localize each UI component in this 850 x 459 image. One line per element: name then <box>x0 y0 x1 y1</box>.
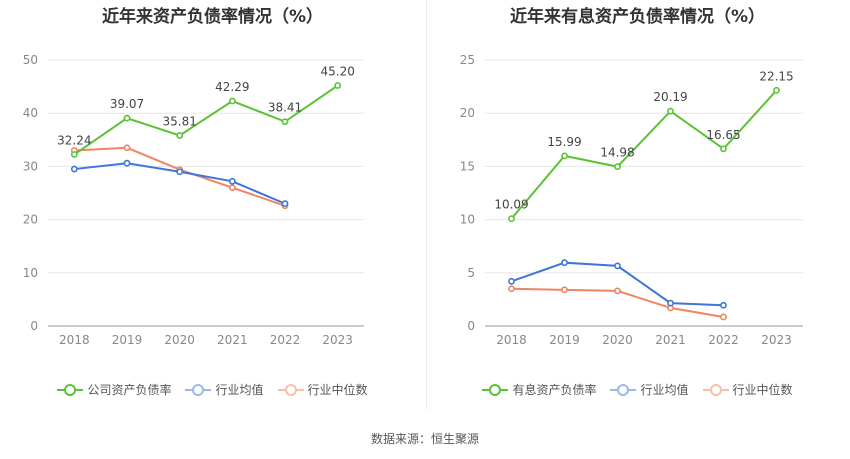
legend-label: 行业中位数 <box>732 383 793 397</box>
data-point <box>614 163 621 171</box>
y-tick-label: 0 <box>467 319 475 333</box>
chart-panel-debt-ratio: 近年来资产负债率情况（%） 0 10 20 30 40 50 2018 2019 2020 202… <box>0 0 425 420</box>
data-label: 15.99 <box>547 135 581 149</box>
x-tick-label: 2019 <box>112 333 143 347</box>
data-source-note: 数据来源：恒生聚源 <box>370 432 479 446</box>
y-tick-label: 20 <box>23 213 38 227</box>
data-point <box>561 286 568 294</box>
series-line <box>74 146 286 207</box>
legend-marker-icon <box>482 383 509 396</box>
data-label: 42.29 <box>215 80 249 94</box>
data-point <box>773 86 780 94</box>
x-tick-label: 2018 <box>496 333 527 347</box>
data-point <box>667 107 674 115</box>
data-point <box>123 159 131 167</box>
data-point <box>176 132 184 139</box>
data-label: 32.24 <box>57 133 91 147</box>
legend-marker-icon <box>702 383 729 396</box>
legend-label: 行业中位数 <box>307 383 368 397</box>
chart-legend: 有息资产负债率 行业均值 行业中位数 <box>425 381 850 398</box>
data-label: 20.19 <box>653 90 687 104</box>
legend-marker-icon <box>57 383 84 396</box>
data-point <box>123 144 131 152</box>
x-tick-label: 2020 <box>602 333 633 347</box>
data-label: 38.41 <box>268 101 302 115</box>
legend-label: 行业均值 <box>640 383 689 397</box>
y-tick-label: 15 <box>460 159 475 173</box>
data-point <box>614 287 621 295</box>
x-tick-label: 2020 <box>164 333 195 347</box>
data-point <box>561 152 568 160</box>
line-chart-svg: 0 5 10 15 20 25 2018 2019 2020 2021 2022 2023 10.09 1… <box>460 53 803 347</box>
data-point <box>614 262 621 270</box>
x-tick-label: 2023 <box>761 333 792 347</box>
data-label: 35.81 <box>162 114 196 128</box>
x-tick-label: 2021 <box>217 333 248 347</box>
legend-item-company[interactable]: 有息资产负债率 <box>482 381 596 398</box>
data-label: 14.98 <box>600 146 634 160</box>
y-tick-label: 10 <box>23 266 38 280</box>
data-label: 45.20 <box>320 65 354 79</box>
y-tick-label: 25 <box>460 53 475 67</box>
legend-item-industry-median[interactable]: 行业中位数 <box>702 381 793 398</box>
data-point <box>70 165 78 173</box>
x-tick-label: 2021 <box>655 333 686 347</box>
series-line <box>510 89 778 220</box>
data-label: 22.15 <box>759 69 793 83</box>
legend-item-industry-median[interactable]: 行业中位数 <box>277 381 368 398</box>
data-point <box>123 114 131 122</box>
y-tick-label: 50 <box>23 53 38 67</box>
legend-label: 行业均值 <box>215 383 264 397</box>
x-tick-label: 2022 <box>708 333 739 347</box>
data-point <box>281 118 289 126</box>
x-tick-label: 2018 <box>59 333 90 347</box>
y-tick-label: 20 <box>460 106 475 120</box>
data-point <box>720 145 727 153</box>
data-label: 39.07 <box>110 97 144 111</box>
data-label: 10.09 <box>494 198 528 212</box>
x-tick-label: 2019 <box>549 333 580 347</box>
chart-title: 近年来资产负债率情况（%） <box>101 7 324 27</box>
data-point <box>508 215 515 223</box>
data-point <box>334 82 342 89</box>
data-point <box>228 177 236 185</box>
x-tick-label: 2022 <box>270 333 301 347</box>
series-line <box>73 84 339 156</box>
x-tick-label: 2023 <box>322 333 353 347</box>
legend-item-company[interactable]: 公司资产负债率 <box>57 381 171 398</box>
legend-label: 有息资产负债率 <box>512 383 597 397</box>
y-tick-label: 10 <box>460 213 475 227</box>
y-tick-label: 0 <box>30 319 38 333</box>
legend-marker-icon <box>185 383 212 396</box>
data-point <box>228 97 236 105</box>
data-point <box>281 200 289 208</box>
line-chart-svg: 0 10 20 30 40 50 2018 2019 2020 2021 2022 2023 32.24… <box>23 53 364 347</box>
legend-marker-icon <box>610 383 637 396</box>
y-tick-label: 30 <box>23 159 38 173</box>
data-point <box>176 168 184 176</box>
data-point <box>508 285 515 293</box>
data-point <box>561 259 568 267</box>
legend-label: 公司资产负债率 <box>87 383 172 397</box>
data-point <box>70 151 78 158</box>
chart-panel-interest-debt-ratio: 近年来有息资产负债率情况（%） 0 5 10 15 20 25 2018 2019 2020 20… <box>425 0 850 420</box>
chart-legend: 公司资产负债率 行业均值 行业中位数 <box>0 381 425 398</box>
legend-marker-icon <box>277 383 304 396</box>
data-point <box>720 301 727 309</box>
data-point <box>720 313 727 321</box>
panel-divider <box>426 0 427 410</box>
data-point <box>667 299 674 307</box>
legend-item-industry-mean[interactable]: 行业均值 <box>185 381 264 398</box>
chart-title: 近年来有息资产负债率情况（%） <box>509 7 766 27</box>
y-tick-label: 5 <box>467 266 475 280</box>
data-point <box>508 277 515 285</box>
y-tick-label: 40 <box>23 106 38 120</box>
legend-item-industry-mean[interactable]: 行业均值 <box>610 381 689 398</box>
data-label: 16.65 <box>706 128 740 142</box>
data-point <box>228 184 236 192</box>
